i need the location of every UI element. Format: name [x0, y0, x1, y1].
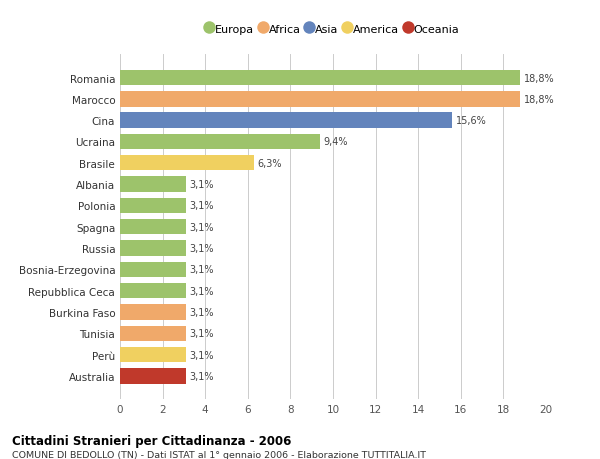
- Bar: [120, 177, 186, 192]
- Bar: [120, 241, 186, 256]
- Bar: [120, 219, 186, 235]
- Bar: [120, 326, 186, 341]
- Bar: [120, 262, 186, 277]
- Bar: [120, 71, 520, 86]
- Bar: [120, 198, 186, 213]
- Text: 18,8%: 18,8%: [524, 73, 554, 84]
- Text: Cittadini Stranieri per Cittadinanza - 2006: Cittadini Stranieri per Cittadinanza - 2…: [12, 434, 292, 447]
- Text: 3,1%: 3,1%: [189, 371, 214, 381]
- Text: 3,1%: 3,1%: [189, 201, 214, 211]
- Bar: [120, 134, 320, 150]
- Text: COMUNE DI BEDOLLO (TN) - Dati ISTAT al 1° gennaio 2006 - Elaborazione TUTTITALIA: COMUNE DI BEDOLLO (TN) - Dati ISTAT al 1…: [12, 450, 426, 459]
- Bar: [120, 113, 452, 129]
- Text: 15,6%: 15,6%: [455, 116, 486, 126]
- Text: 9,4%: 9,4%: [323, 137, 348, 147]
- Bar: [120, 92, 520, 107]
- Text: 3,1%: 3,1%: [189, 286, 214, 296]
- Text: 3,1%: 3,1%: [189, 350, 214, 360]
- Bar: [120, 347, 186, 363]
- Text: 3,1%: 3,1%: [189, 307, 214, 317]
- Text: 3,1%: 3,1%: [189, 265, 214, 275]
- Text: 6,3%: 6,3%: [257, 158, 282, 168]
- Bar: [120, 305, 186, 320]
- Text: 3,1%: 3,1%: [189, 222, 214, 232]
- Bar: [120, 283, 186, 299]
- Text: 3,1%: 3,1%: [189, 179, 214, 190]
- Legend: Europa, Africa, Asia, America, Oceania: Europa, Africa, Asia, America, Oceania: [202, 19, 464, 39]
- Text: 3,1%: 3,1%: [189, 329, 214, 338]
- Bar: [120, 369, 186, 384]
- Bar: [120, 156, 254, 171]
- Text: 18,8%: 18,8%: [524, 95, 554, 105]
- Text: 3,1%: 3,1%: [189, 243, 214, 253]
